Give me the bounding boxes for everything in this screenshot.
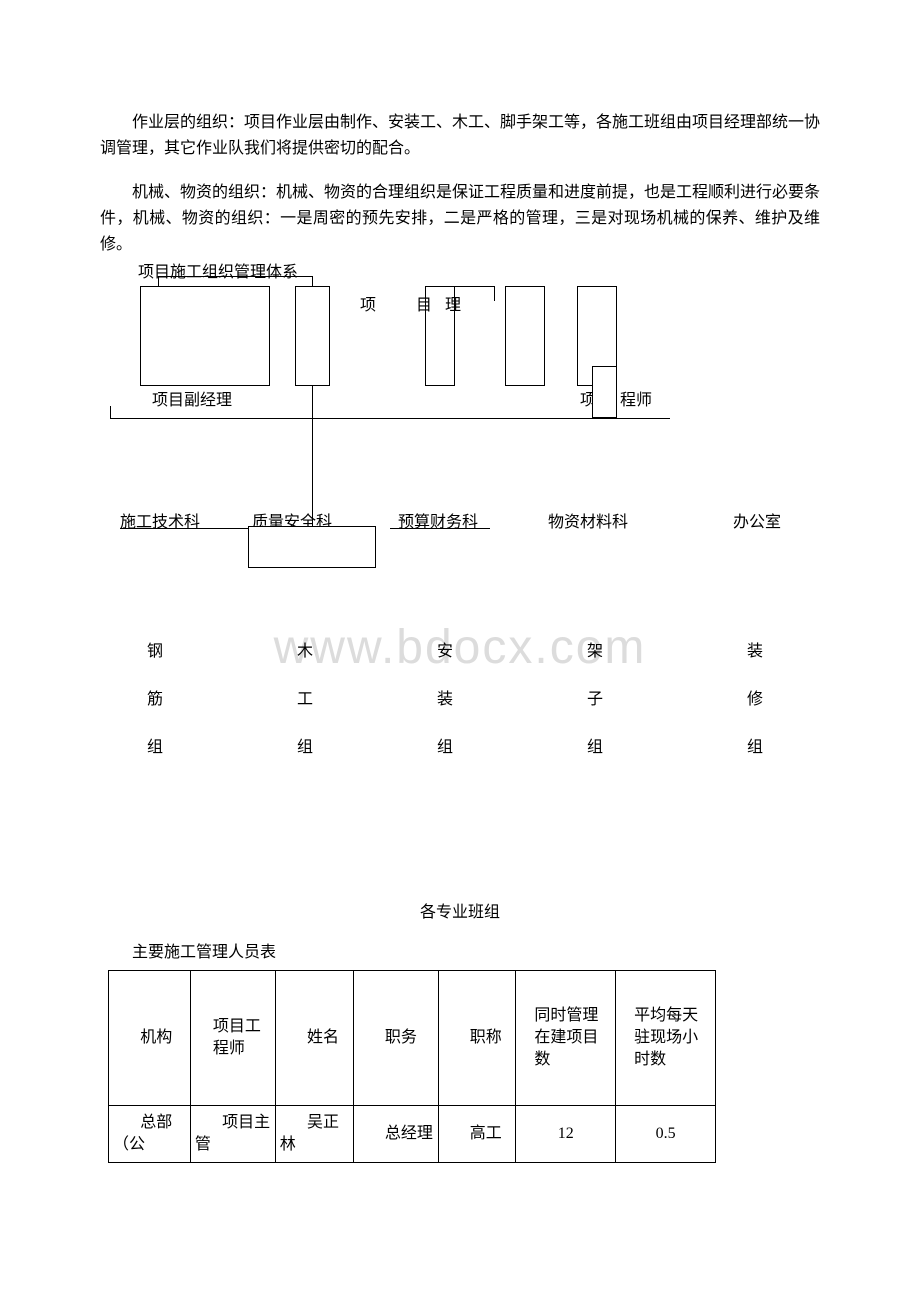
sub-right-right: 程师 bbox=[620, 386, 652, 410]
g5c3: 组 bbox=[747, 739, 763, 756]
r1c5: 高工 bbox=[438, 1106, 516, 1163]
r1c2: 项目主管 bbox=[190, 1106, 275, 1163]
th-1: 机构 bbox=[109, 971, 191, 1106]
personnel-table: 机构 项目工程师 姓名 职务 职称 同时管理在建项目数 平均每天驻现场小时数 总… bbox=[108, 970, 716, 1163]
dept2-box bbox=[248, 526, 376, 568]
group-2: 木 工 组 bbox=[295, 628, 315, 772]
top-box-4 bbox=[505, 286, 545, 386]
paragraph-1: 作业层的组织：项目作业层由制作、安装工、木工、脚手架工等，各施工班组由项目经理部… bbox=[100, 110, 820, 162]
g4c1: 架 bbox=[587, 643, 603, 660]
group-1: 钢 筋 组 bbox=[145, 628, 165, 772]
th-6: 同时管理在建项目数 bbox=[516, 971, 616, 1106]
paragraph-2: 机械、物资的组织：机械、物资的合理组织是保证工程质量和进度前提，也是工程顺利进行… bbox=[100, 180, 820, 258]
top-box-2 bbox=[295, 286, 330, 386]
g1c1: 钢 bbox=[147, 643, 163, 660]
th-4: 职务 bbox=[353, 971, 438, 1106]
g5c2: 修 bbox=[747, 691, 763, 708]
r1c1: 总部（公 bbox=[109, 1106, 191, 1163]
th-5: 职称 bbox=[438, 971, 516, 1106]
r1c6: 12 bbox=[516, 1106, 616, 1163]
top-box-1 bbox=[140, 286, 270, 386]
g2c2: 工 bbox=[297, 691, 313, 708]
r1c7: 0.5 bbox=[616, 1106, 716, 1163]
g1c3: 组 bbox=[147, 739, 163, 756]
g3c3: 组 bbox=[437, 739, 453, 756]
g2c1: 木 bbox=[297, 643, 313, 660]
groups-caption: 各专业班组 bbox=[100, 898, 820, 922]
g4c2: 子 bbox=[587, 691, 603, 708]
g2c3: 组 bbox=[297, 739, 313, 756]
g1c2: 筋 bbox=[147, 691, 163, 708]
table-header-row: 机构 项目工程师 姓名 职务 职称 同时管理在建项目数 平均每天驻现场小时数 bbox=[109, 971, 716, 1106]
g5c1: 装 bbox=[747, 643, 763, 660]
g3c2: 装 bbox=[437, 691, 453, 708]
sub-left-label: 项目副经理 bbox=[152, 386, 232, 410]
th-3: 姓名 bbox=[275, 971, 353, 1106]
th-7: 平均每天驻现场小时数 bbox=[616, 971, 716, 1106]
top-center-label-r: 理 bbox=[445, 291, 461, 315]
table-heading: 主要施工管理人员表 bbox=[100, 938, 820, 962]
group-5: 装 修 组 bbox=[745, 628, 765, 772]
group-3: 安 装 组 bbox=[435, 628, 455, 772]
top-center-label: 项 目 bbox=[360, 291, 444, 315]
group-4: 架 子 组 bbox=[585, 628, 605, 772]
g4c3: 组 bbox=[587, 739, 603, 756]
r1c3: 吴正林 bbox=[275, 1106, 353, 1163]
org-chart-diagram: 项 目 理 项目副经理 项 程师 施工技术科 质量安全科 预算财务科 物资材料科… bbox=[100, 258, 820, 778]
dept-5: 办公室 bbox=[733, 508, 781, 532]
table-row: 总部（公 项目主管 吴正林 总经理 高工 12 0.5 bbox=[109, 1106, 716, 1163]
mid-right-box bbox=[592, 366, 617, 418]
r1c4: 总经理 bbox=[353, 1106, 438, 1163]
dept-4: 物资材料科 bbox=[548, 508, 628, 532]
g3c1: 安 bbox=[437, 643, 453, 660]
th-2: 项目工程师 bbox=[190, 971, 275, 1106]
